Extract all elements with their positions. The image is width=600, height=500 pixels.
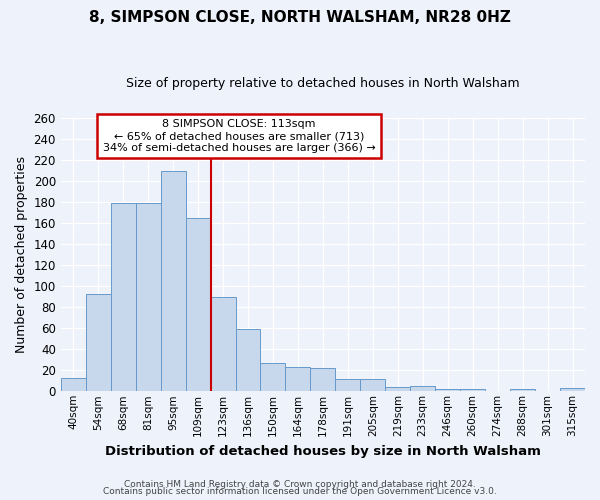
Bar (111, 203, 136, 392)
Bar (185, 218, 211, 392)
Bar (435, 389, 460, 392)
Title: Size of property relative to detached houses in North Walsham: Size of property relative to detached ho… (126, 78, 520, 90)
Bar (211, 296, 236, 392)
Bar (86, 294, 111, 392)
Text: Contains public sector information licensed under the Open Government Licence v3: Contains public sector information licen… (103, 488, 497, 496)
Bar (136, 203, 161, 392)
Bar (460, 389, 485, 392)
Bar (61, 378, 86, 392)
Bar (560, 388, 585, 392)
Bar (161, 170, 185, 392)
Bar (385, 387, 410, 392)
Text: 8 SIMPSON CLOSE: 113sqm
← 65% of detached houses are smaller (713)
34% of semi-d: 8 SIMPSON CLOSE: 113sqm ← 65% of detache… (103, 120, 376, 152)
Bar (310, 368, 335, 392)
Y-axis label: Number of detached properties: Number of detached properties (15, 156, 28, 353)
Bar (335, 378, 361, 392)
Bar (410, 386, 435, 392)
Bar (260, 363, 286, 392)
Bar (510, 389, 535, 392)
Text: 8, SIMPSON CLOSE, NORTH WALSHAM, NR28 0HZ: 8, SIMPSON CLOSE, NORTH WALSHAM, NR28 0H… (89, 10, 511, 25)
X-axis label: Distribution of detached houses by size in North Walsham: Distribution of detached houses by size … (105, 444, 541, 458)
Text: Contains HM Land Registry data © Crown copyright and database right 2024.: Contains HM Land Registry data © Crown c… (124, 480, 476, 489)
Bar (236, 330, 260, 392)
Bar (286, 367, 310, 392)
Bar (361, 378, 385, 392)
